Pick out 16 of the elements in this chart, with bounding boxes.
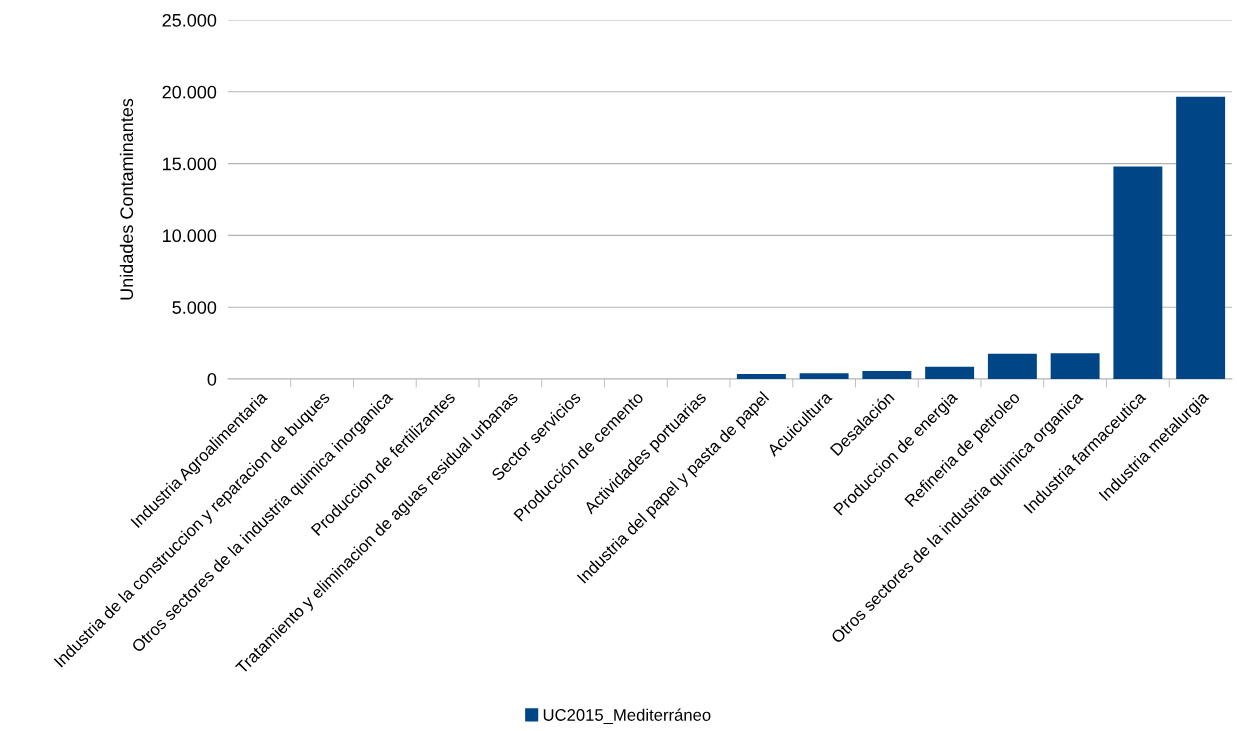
y-tick-label: 5.000: [172, 301, 217, 314]
bar: [987, 353, 1037, 379]
bar: [862, 371, 912, 379]
y-tick-label: 25.000: [162, 13, 217, 27]
bar: [1113, 166, 1163, 379]
y-tick-label: 0: [207, 372, 217, 386]
bar: [1050, 353, 1100, 379]
y-axis-title: Unidades Contaminantes: [119, 98, 134, 300]
bar: [1176, 96, 1226, 379]
bar: [736, 373, 786, 379]
legend-label: UC2015_Mediterráneo: [543, 708, 711, 725]
bar: [799, 373, 849, 379]
y-tick-label: 10.000: [163, 229, 217, 243]
bar: [925, 366, 975, 379]
y-tick-label: 20.000: [162, 85, 217, 99]
y-tick-label: 15.000: [163, 157, 217, 171]
